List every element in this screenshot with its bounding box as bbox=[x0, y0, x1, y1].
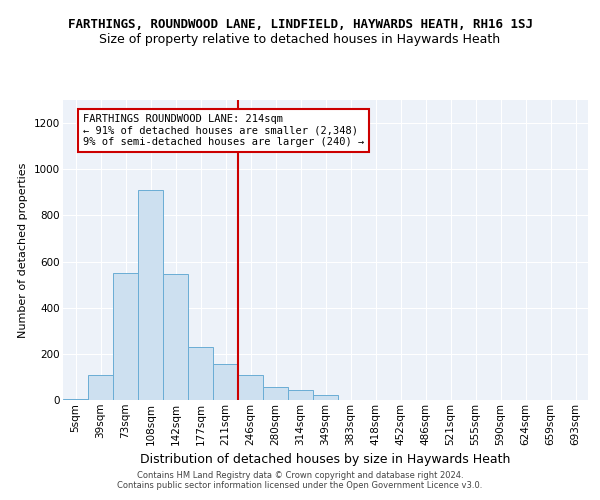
Text: FARTHINGS ROUNDWOOD LANE: 214sqm
← 91% of detached houses are smaller (2,348)
9%: FARTHINGS ROUNDWOOD LANE: 214sqm ← 91% o… bbox=[83, 114, 364, 147]
Y-axis label: Number of detached properties: Number of detached properties bbox=[19, 162, 28, 338]
Bar bbox=[163, 274, 188, 400]
Bar bbox=[288, 390, 313, 400]
Bar bbox=[188, 347, 213, 400]
Bar bbox=[88, 374, 113, 400]
Bar bbox=[113, 273, 138, 400]
Bar bbox=[238, 374, 263, 400]
Bar bbox=[263, 388, 288, 400]
Bar bbox=[138, 190, 163, 400]
Text: Contains HM Land Registry data © Crown copyright and database right 2024.
Contai: Contains HM Land Registry data © Crown c… bbox=[118, 470, 482, 490]
Text: Size of property relative to detached houses in Haywards Heath: Size of property relative to detached ho… bbox=[100, 32, 500, 46]
Bar bbox=[213, 364, 238, 400]
Text: FARTHINGS, ROUNDWOOD LANE, LINDFIELD, HAYWARDS HEATH, RH16 1SJ: FARTHINGS, ROUNDWOOD LANE, LINDFIELD, HA… bbox=[67, 18, 533, 30]
X-axis label: Distribution of detached houses by size in Haywards Heath: Distribution of detached houses by size … bbox=[140, 453, 511, 466]
Bar bbox=[313, 396, 338, 400]
